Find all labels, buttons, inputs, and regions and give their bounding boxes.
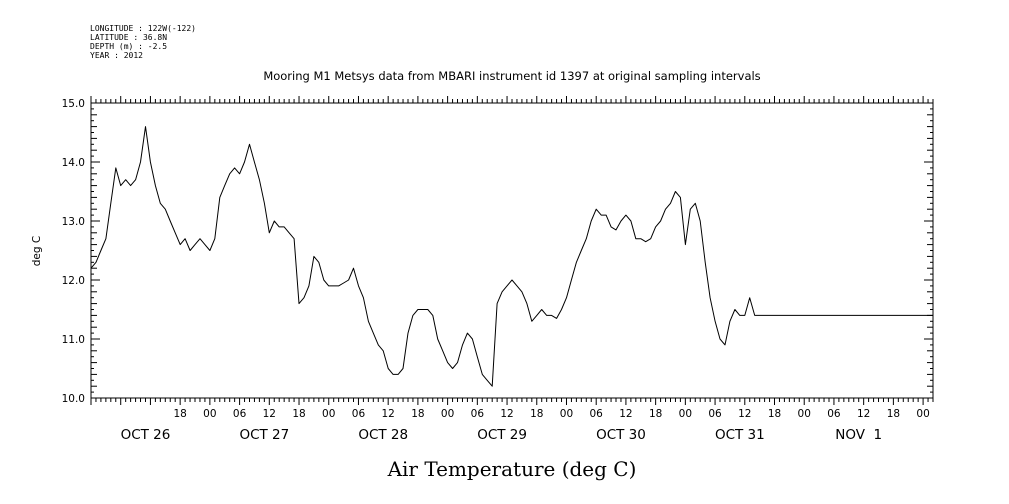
- x-hour-tick-label: 06: [827, 408, 841, 420]
- depth-label: DEPTH (m) : -2.5: [90, 42, 167, 51]
- x-hour-tick-label: 00: [560, 408, 573, 420]
- x-day-label: OCT 27: [239, 427, 289, 443]
- x-hour-tick-label: 12: [263, 408, 276, 420]
- x-hour-tick-label: 00: [322, 408, 335, 420]
- x-hour-tick-label: 06: [590, 408, 604, 420]
- y-tick-label: 12.0: [62, 275, 85, 287]
- x-hour-tick-label: 18: [411, 408, 424, 420]
- chart-title: Mooring M1 Metsys data from MBARI instru…: [263, 69, 760, 83]
- x-hour-tick-label: 12: [738, 408, 751, 420]
- y-tick-label: 11.0: [62, 334, 85, 346]
- x-hour-tick-label: 12: [500, 408, 513, 420]
- x-hour-tick-label: 18: [292, 408, 305, 420]
- x-hour-tick-label: 12: [619, 408, 632, 420]
- x-hour-tick-label: 00: [203, 408, 216, 420]
- latitude-label: LATITUDE : 36.8N: [90, 33, 167, 42]
- x-hour-tick-label: 12: [857, 408, 870, 420]
- x-day-label: OCT 31: [715, 427, 765, 443]
- x-hour-tick-label: 00: [679, 408, 692, 420]
- x-hour-tick-label: 06: [352, 408, 366, 420]
- longitude-label: LONGITUDE : 122W(-122): [90, 24, 196, 33]
- x-hour-tick-label: 18: [768, 408, 781, 420]
- x-hour-tick-label: 18: [887, 408, 900, 420]
- x-day-label: NOV 1: [835, 427, 882, 443]
- x-hour-tick-label: 00: [441, 408, 454, 420]
- series-line-0: [90, 126, 933, 387]
- x-axis-label: Air Temperature (deg C): [387, 457, 637, 481]
- x-hour-tick-label: 06: [708, 408, 722, 420]
- x-day-label: OCT 30: [596, 427, 646, 443]
- y-tick-label: 10.0: [62, 393, 85, 405]
- x-hour-tick-label: 00: [916, 408, 929, 420]
- x-hour-tick-label: 06: [233, 408, 247, 420]
- y-tick-label: 13.0: [62, 216, 85, 228]
- year-label: YEAR : 2012: [90, 51, 143, 60]
- y-axis: 10.0 11.0 12.0 13.0 14.0 15.0: [62, 98, 933, 405]
- x-day-label: OCT 28: [358, 427, 408, 443]
- x-hour-tick-label: 18: [530, 408, 543, 420]
- series-layer: [90, 126, 933, 387]
- x-hour-tick-label: 18: [649, 408, 662, 420]
- x-hour-tick-label: 18: [173, 408, 186, 420]
- x-hour-tick-label: 00: [798, 408, 811, 420]
- x-day-label: OCT 26: [121, 427, 171, 443]
- x-day-label: OCT 29: [477, 427, 527, 443]
- x-hour-tick-label: 12: [381, 408, 394, 420]
- x-axis: 18 00 06 12 18 00 06 12 18 00 06 12 18 00 06 12 18 00 06 12…: [90, 96, 934, 443]
- plot-frame: [90, 102, 934, 399]
- y-axis-label: deg C: [31, 236, 43, 266]
- y-tick-label: 14.0: [62, 157, 85, 169]
- metadata-block: LONGITUDE : 122W(-122) LATITUDE : 36.8N …: [90, 24, 196, 60]
- y-tick-label: 15.0: [62, 98, 85, 110]
- x-hour-tick-label: 06: [471, 408, 485, 420]
